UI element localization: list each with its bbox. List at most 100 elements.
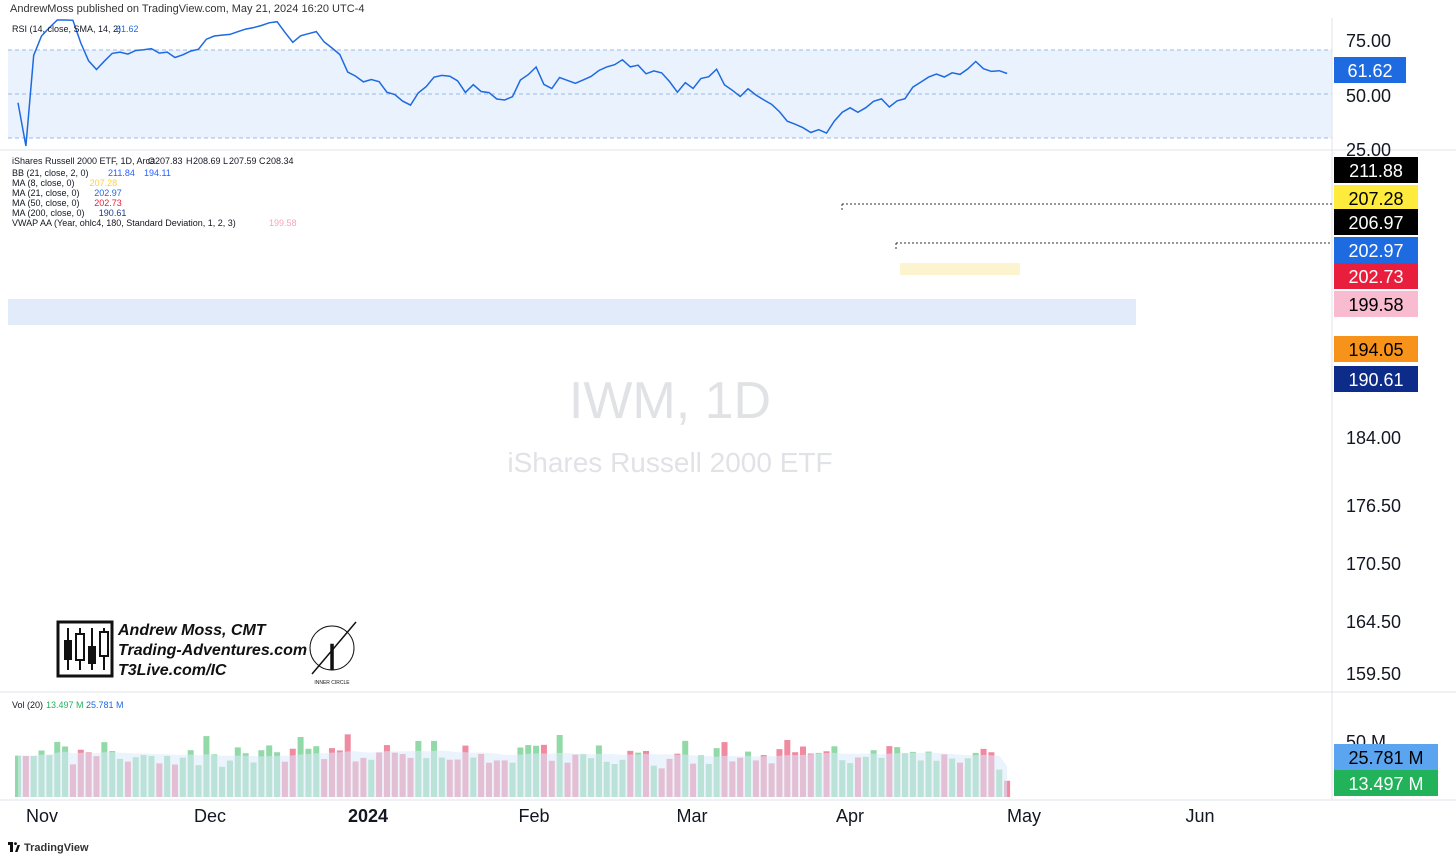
indicator-legend-value: 194.11 (144, 168, 171, 178)
volume-legend-label: Vol (20) (12, 700, 43, 710)
price-axis-170: 170.50 (1346, 554, 1401, 574)
price-badge: 202.73 (1334, 263, 1418, 289)
volume-legend-value: 13.497 M (46, 700, 84, 710)
indicator-legend-label: MA (50, close, 0) (12, 198, 80, 208)
rsi-badge-value: 61.62 (1347, 61, 1392, 81)
ohlc-c-label: C (259, 156, 266, 166)
time-label-may: May (1007, 806, 1041, 826)
price-panel: IWM, 1D iShares Russell 2000 ETF (8, 203, 1332, 478)
time-label-mar: Mar (677, 806, 708, 826)
price-badge: 202.97 (1334, 237, 1418, 263)
inner-circle-ring (309, 625, 355, 671)
logo-bar-2-body (75, 633, 85, 661)
inner-circle-caption: INNER CIRCLE (314, 680, 350, 686)
inner-circle-logo-icon: I INNER CIRCLE (309, 621, 357, 686)
time-axis: Nov Dec 2024 Feb Mar Apr May Jun (0, 799, 1456, 826)
indicator-legend-value: 199.58 (269, 218, 297, 228)
price-badge-bg (1334, 209, 1418, 235)
price-badge: 207.28 (1334, 185, 1418, 211)
indicator-legend-value: 207.28 (90, 178, 118, 188)
price-badge: 206.97 (1334, 209, 1418, 235)
indicator-legend-label: BB (21, close, 2, 0) (12, 168, 89, 178)
volume-ma-area (18, 750, 1008, 797)
ohlc-c-value: 208.34 (266, 156, 294, 166)
time-label-apr: Apr (836, 806, 864, 826)
ohlc-o-value: 207.83 (155, 156, 183, 166)
resistance-zone (900, 263, 1020, 275)
rsi-line (17, 19, 1008, 147)
time-label-dec: Dec (194, 806, 226, 826)
price-axis-184: 184.00 (1346, 428, 1401, 448)
volume-badge-ma-bg (1334, 744, 1438, 770)
price-badge-value: 190.61 (1348, 370, 1403, 390)
time-label-feb: Feb (518, 806, 549, 826)
rsi-badge-bg (1334, 57, 1406, 83)
volume-badge-value: 13.497 M (1348, 774, 1423, 794)
watermark-name: iShares Russell 2000 ETF (507, 447, 832, 478)
price-badge-value: 207.28 (1348, 189, 1403, 209)
indicator-legend-label: MA (200, close, 0) (12, 208, 85, 218)
price-badge: 211.88 (1334, 157, 1418, 183)
price-badge-value: 194.05 (1348, 340, 1403, 360)
indicator-legend-value: 211.84 (108, 168, 135, 178)
published-text: AndrewMoss published on TradingView.com,… (10, 3, 365, 15)
price-badge-value: 202.73 (1348, 267, 1403, 287)
ohlc-l-label: L (223, 156, 228, 166)
indicator-legend-value: 202.73 (94, 198, 122, 208)
rsi-panel (8, 19, 1332, 147)
rsi-legend: RSI (14, close, SMA, 14, 2) 61.62 (12, 24, 139, 34)
price-badge-bg (1334, 366, 1418, 392)
tradingview-footer: TradingView (0, 838, 1456, 860)
price-axis-176: 176.50 (1346, 496, 1401, 516)
publish-header: AndrewMoss published on TradingView.com,… (0, 0, 1456, 18)
price-badge-value: 211.88 (1349, 161, 1403, 181)
rsi-axis-25: 25.00 (1346, 140, 1391, 160)
watermark-ticker: IWM, 1D (569, 372, 771, 430)
volume-legend: Vol (20) 13.497 M 25.781 M (12, 700, 124, 710)
time-label-jun: Jun (1185, 806, 1214, 826)
volume-panel (15, 734, 1011, 797)
rsi-legend-value: 61.62 (116, 24, 139, 34)
price-badge-bg (1334, 185, 1418, 211)
indicator-legend-value: 190.61 (99, 208, 127, 218)
price-badge-bg (1334, 291, 1418, 317)
price-badge-value: 202.97 (1348, 241, 1403, 261)
tradingview-brand: TradingView (24, 842, 89, 854)
price-badge: 190.61 (1334, 366, 1418, 392)
volume-badge-bg (1334, 770, 1438, 796)
author-name: Andrew Moss, CMT (117, 622, 267, 639)
price-badge-bg (1334, 157, 1418, 183)
price-badge: 199.58 (1334, 291, 1418, 317)
logo-bar-1-body (64, 640, 72, 660)
indicator-legends: BB (21, close, 2, 0) 211.84 194.11 MA (8, c… (12, 168, 297, 228)
volume-legend-ma: 25.781 M (86, 700, 124, 710)
rsi-badge: 61.62 (1334, 57, 1406, 83)
ohlc-o-label: O (148, 156, 155, 166)
indicator-legend-label: MA (21, close, 0) (12, 188, 80, 198)
inner-circle-slash (311, 621, 357, 675)
price-badges: 211.88 207.28 206.97 202.97 202.73 199.58 194.… (1334, 157, 1418, 392)
time-label-nov: Nov (26, 806, 58, 826)
rsi-legend-label: RSI (14, close, SMA, 14, 2) (12, 24, 121, 34)
price-axis-164: 164.50 (1346, 612, 1401, 632)
time-label-2024: 2024 (348, 806, 388, 826)
price-axis-159: 159.50 (1346, 664, 1401, 684)
price-badge-bg (1334, 263, 1418, 289)
indicator-legend-value: 202.97 (94, 188, 122, 198)
branding: Andrew Moss, CMT Trading-Adventures.com … (56, 620, 357, 686)
price-badge-bg (1334, 237, 1418, 263)
inner-circle-letter: I (327, 637, 338, 679)
price-badge-bg (1334, 336, 1418, 362)
symbol-legend: iShares Russell 2000 ETF, 1D, Arca O 207… (12, 156, 294, 166)
symbol-title: iShares Russell 2000 ETF, 1D, Arca (12, 156, 155, 166)
logo-bar-4-body (99, 631, 109, 657)
ohlc-h-value: 208.69 (193, 156, 221, 166)
rsi-axis-75: 75.00 (1346, 31, 1391, 51)
indicator-legend-label: MA (8, close, 0) (12, 178, 75, 188)
rsi-axis-50: 50.00 (1346, 86, 1391, 106)
price-badge-value: 199.58 (1348, 295, 1403, 315)
logo-bar-3-body (88, 646, 96, 664)
ohlc-l-value: 207.59 (229, 156, 257, 166)
